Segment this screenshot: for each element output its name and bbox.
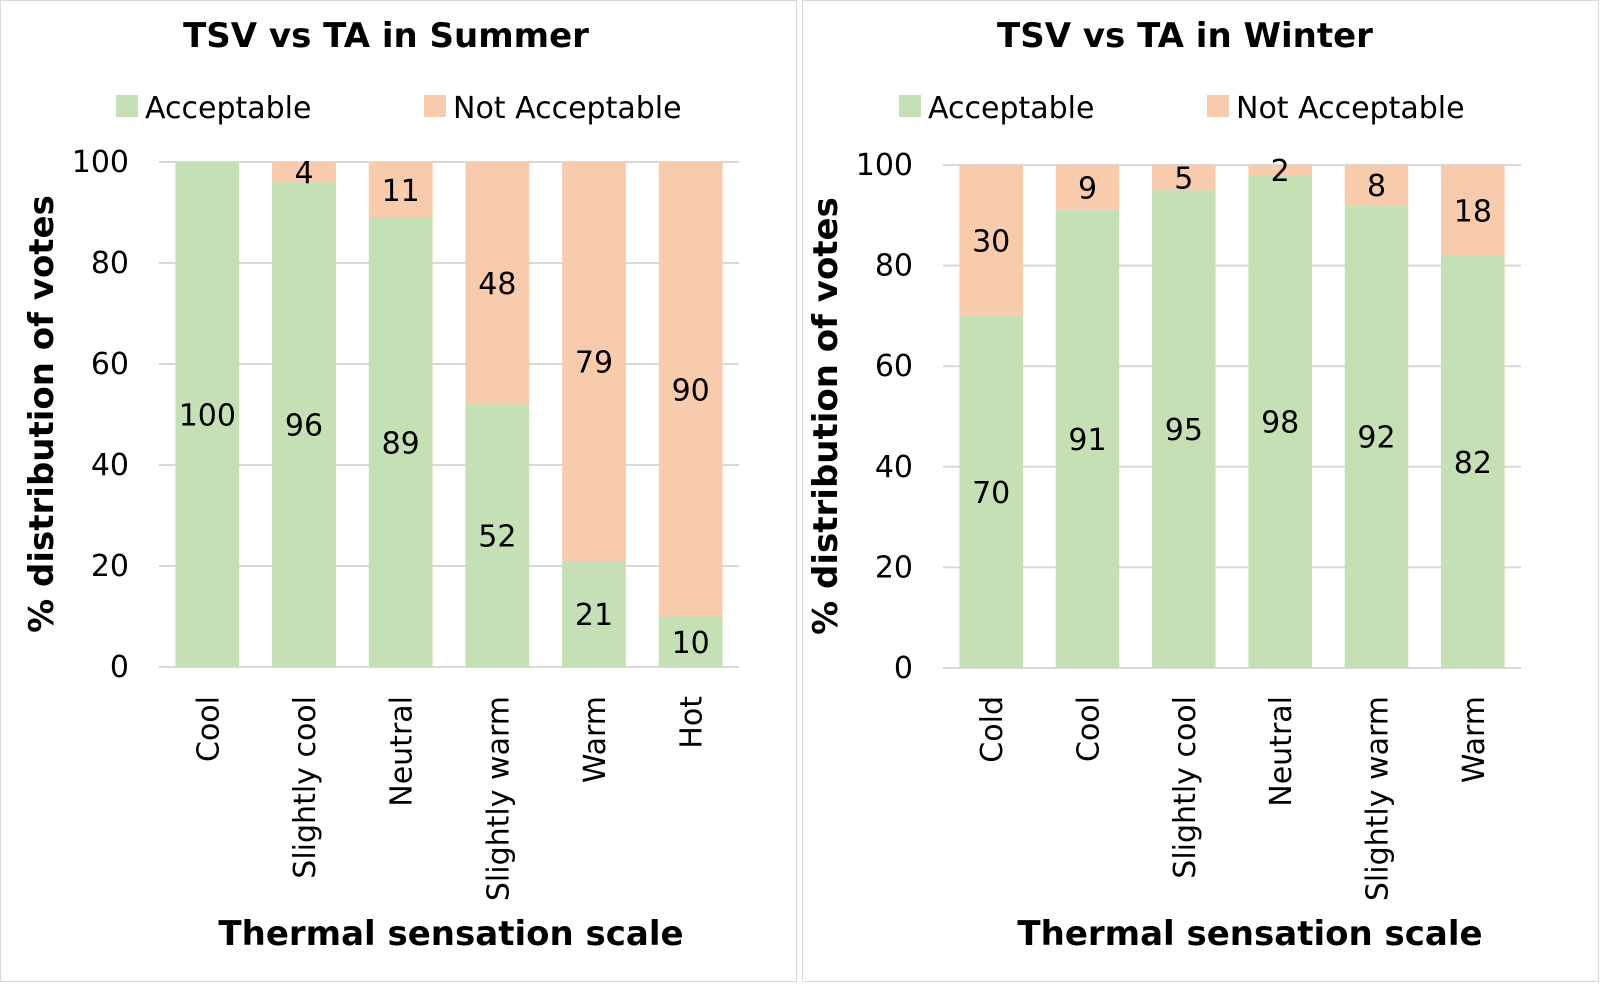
bar-acceptable-cool [175,162,240,667]
legend-label-not-acceptable: Not Acceptable [1236,91,1465,126]
bar-not-acceptable-warm [1441,165,1505,256]
data-label-acceptable-neutral: 89 [382,426,420,461]
bar-acceptable-cool [1055,210,1120,668]
y-tick-label: 80 [875,249,913,284]
x-tick-label-slightly-cool: Slightly cool [1168,696,1203,879]
data-label-acceptable-hot: 10 [672,626,710,661]
x-tick-label-slightly-warm: Slightly warm [1361,696,1396,901]
legend-swatch-acceptable [116,95,138,117]
y-tick-label: 40 [875,450,913,485]
bar-not-acceptable-neutral [368,162,433,218]
bar-acceptable-cold [959,315,1023,668]
y-tick-label: 0 [110,650,129,685]
chart-winter: TSV vs TA in Winter Acceptable Not Accepta… [806,16,1521,954]
x-tick-label-hot: Hot [675,696,710,749]
x-axis-title: Thermal sensation scale [218,914,683,954]
data-label-not-acceptable-cool: 9 [1078,172,1097,207]
x-tick-label-warm: Warm [1457,696,1492,783]
data-label-acceptable-slightly-cool: 96 [285,409,323,444]
data-label-not-acceptable-slightly-warm: 48 [478,267,516,302]
bar-not-acceptable-slightly-cool [1152,165,1216,191]
chart-title: TSV vs TA in Winter [997,16,1373,56]
chart-summer: TSV vs TA in Summer Acceptable Not Accepta… [22,16,739,954]
data-label-acceptable-cool: 100 [179,399,236,434]
legend-swatch-not-acceptable [424,95,446,117]
bar-not-acceptable-neutral [1248,165,1312,176]
y-tick-label: 20 [875,550,913,585]
data-label-not-acceptable-cold: 30 [972,224,1010,259]
bar-not-acceptable-slightly-cool [272,162,336,183]
data-label-acceptable-slightly-warm: 52 [478,520,516,555]
data-label-acceptable-slightly-cool: 95 [1165,413,1203,448]
data-label-not-acceptable-warm: 79 [575,345,613,380]
bar-acceptable-slightly-cool [272,182,336,667]
y-tick-label: 100 [856,148,913,183]
y-tick-label: 0 [894,651,913,686]
x-axis-title: Thermal sensation scale [1017,914,1482,954]
bar-acceptable-slightly-warm [465,404,530,667]
data-label-acceptable-cool: 91 [1068,423,1106,458]
x-tick-label-neutral: Neutral [1264,696,1299,807]
y-tick-label: 60 [91,347,129,382]
y-tick-label: 20 [91,549,129,584]
x-tick-label-slightly-cool: Slightly cool [288,696,323,879]
y-tick-label: 60 [875,349,913,384]
x-tick-label-cool: Cool [1072,696,1107,762]
bar-acceptable-slightly-warm [1344,205,1409,669]
bar-acceptable-hot [658,616,723,667]
legend-swatch-acceptable [899,95,921,117]
data-label-acceptable-warm: 21 [575,598,613,633]
x-tick-label-slightly-warm: Slightly warm [481,696,516,901]
bar-acceptable-neutral [1248,175,1312,668]
bar-acceptable-slightly-cool [1152,190,1216,668]
data-label-acceptable-neutral: 98 [1261,406,1299,441]
data-label-acceptable-cold: 70 [972,476,1010,511]
data-label-acceptable-warm: 82 [1454,446,1492,481]
chart-title: TSV vs TA in Summer [183,16,589,56]
bar-not-acceptable-warm [562,162,626,561]
bar-not-acceptable-slightly-warm [1344,165,1409,206]
chart-panel-summer: TSV vs TA in Summer Acceptable Not Accepta… [0,0,797,982]
bar-acceptable-warm [1441,255,1505,669]
data-label-not-acceptable-neutral: 2 [1271,154,1290,189]
bar-not-acceptable-slightly-warm [465,162,530,405]
x-tick-label-neutral: Neutral [385,696,420,807]
y-axis-title: % distribution of votes [22,195,62,633]
x-tick-label-cool: Cool [191,696,226,762]
data-label-not-acceptable-hot: 90 [672,373,710,408]
bar-acceptable-warm [562,560,626,667]
chart-panel-winter: TSV vs TA in Winter Acceptable Not Accepta… [802,0,1599,982]
data-label-not-acceptable-neutral: 11 [382,174,420,209]
data-label-not-acceptable-slightly-warm: 8 [1367,169,1386,204]
data-label-not-acceptable-slightly-cool: 4 [294,156,313,191]
legend-label-acceptable: Acceptable [145,91,311,126]
x-tick-label-cold: Cold [975,696,1010,763]
bar-acceptable-neutral [368,217,433,668]
bar-not-acceptable-cool [1055,165,1120,211]
bar-not-acceptable-cold [959,165,1023,316]
bar-not-acceptable-hot [658,162,723,617]
x-tick-label-warm: Warm [578,696,613,783]
y-axis-title: % distribution of votes [806,197,846,635]
legend-label-not-acceptable: Not Acceptable [453,91,682,126]
legend-label-acceptable: Acceptable [928,91,1094,126]
y-tick-label: 100 [72,145,129,180]
y-tick-label: 40 [91,448,129,483]
y-tick-label: 80 [91,246,129,281]
legend-swatch-not-acceptable [1207,95,1229,117]
data-label-acceptable-slightly-warm: 92 [1357,421,1395,456]
data-label-not-acceptable-slightly-cool: 5 [1174,162,1193,197]
data-label-not-acceptable-warm: 18 [1454,194,1492,229]
